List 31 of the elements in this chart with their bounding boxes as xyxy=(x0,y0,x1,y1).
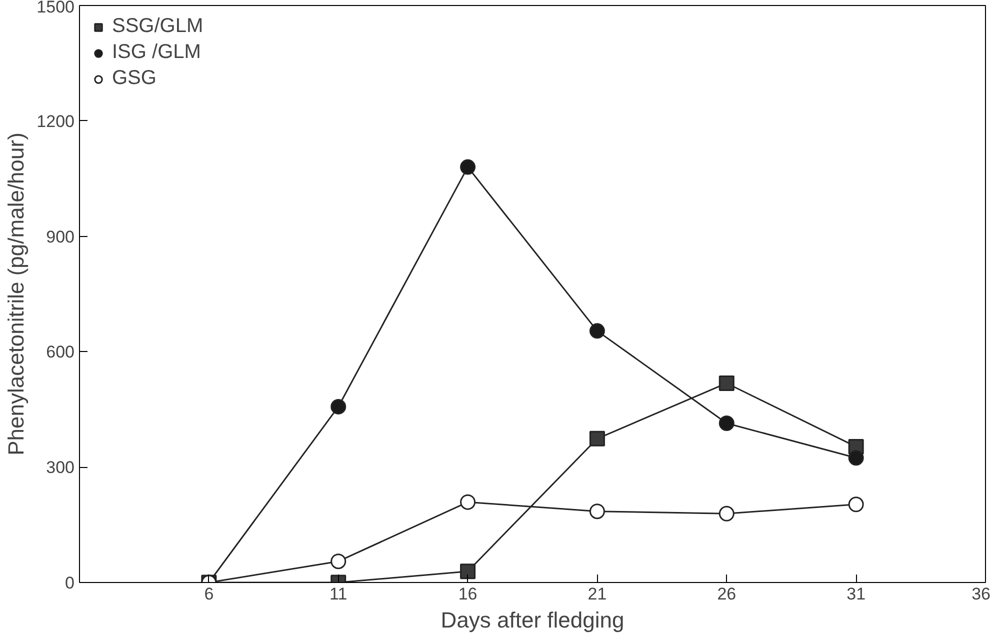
legend-label: SSG/GLM xyxy=(112,15,204,38)
y-tick-label: 900 xyxy=(46,227,75,246)
x-axis-title: Days after fledging xyxy=(440,608,624,632)
point xyxy=(848,496,864,512)
point xyxy=(589,504,605,520)
legend-label: GSG xyxy=(112,67,156,90)
point xyxy=(718,375,734,391)
point xyxy=(460,564,476,580)
y-tick-label: 600 xyxy=(46,342,75,362)
x-tick-label: 26 xyxy=(717,584,736,604)
y-tick-label: 1500 xyxy=(36,0,75,16)
y-tick-label: 0 xyxy=(65,574,75,592)
point xyxy=(718,506,734,522)
x-tick-label: 31 xyxy=(846,584,866,604)
point xyxy=(460,159,476,175)
point xyxy=(330,554,346,570)
y-axis-title: Phenylacetonitrile (pg/male/hour) xyxy=(4,132,29,456)
point xyxy=(589,323,605,339)
point xyxy=(848,450,864,466)
y-tick-label: 1200 xyxy=(36,112,75,131)
x-tick-label: 36 xyxy=(972,584,991,604)
point xyxy=(718,416,734,431)
x-tick-label: 16 xyxy=(458,584,478,604)
x-tick-label: 11 xyxy=(330,584,348,604)
x-tick-label: 6 xyxy=(204,584,214,604)
legend-label: ISG /GLM xyxy=(112,41,201,64)
point xyxy=(330,398,346,414)
x-tick-label: 21 xyxy=(588,584,607,604)
y-tick-label: 300 xyxy=(46,458,75,478)
point xyxy=(460,494,476,510)
point xyxy=(589,430,605,446)
